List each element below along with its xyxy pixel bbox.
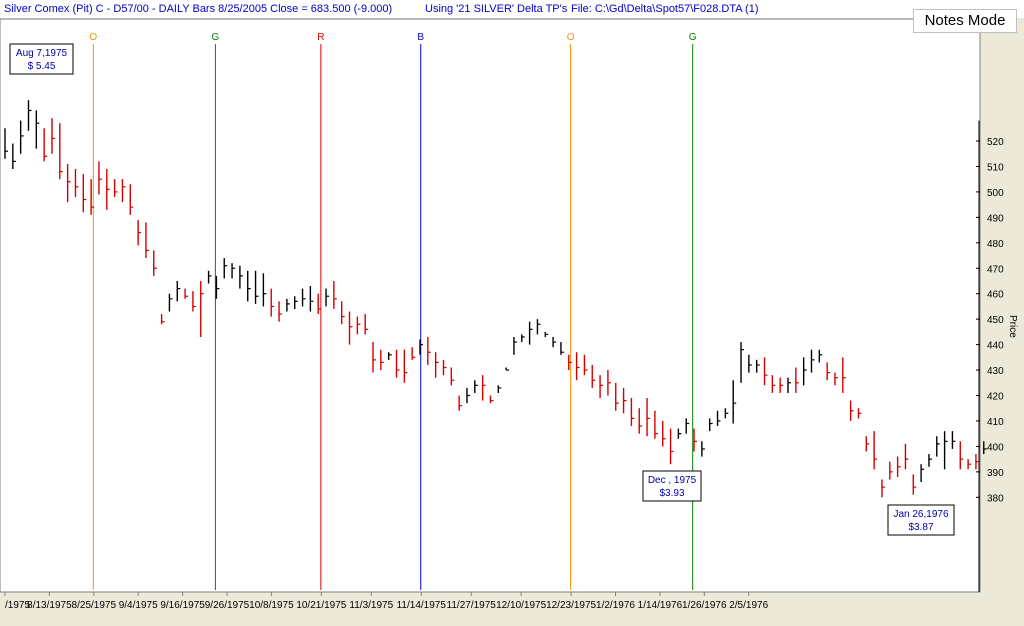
y-tick-label: 450 — [987, 315, 1004, 326]
notes-mode-button[interactable]: Notes Mode — [913, 9, 1017, 33]
y-tick-label: 460 — [987, 290, 1004, 301]
x-tick-label: 9/16/1975 — [160, 600, 205, 611]
turning-point-label: O — [89, 32, 97, 43]
x-tick-label: 10/21/1975 — [296, 600, 346, 611]
annotation-date: Jan 26,1976 — [893, 509, 948, 520]
turning-point-source: Using '21 SILVER' Delta TP's — [425, 3, 568, 15]
x-tick-label: 11/14/1975 — [397, 600, 447, 611]
annotation-date: Aug 7,1975 — [16, 48, 68, 59]
x-tick-label: 1/2/1976 — [596, 600, 635, 611]
price-chart: 380 390 400 410 420 430 440 450 460 470 480 490 500 5… — [0, 18, 1018, 611]
title-bar: Silver Comex (Pit) C - D57/00 - DAILY Ba… — [0, 0, 1024, 18]
y-tick-label: 440 — [987, 341, 1004, 352]
y-axis-label: Price — [1007, 315, 1018, 338]
x-tick-label: 11/3/1975 — [349, 600, 393, 611]
y-tick-label: 510 — [987, 162, 1004, 173]
x-tick-label: 8/13/1975 — [27, 600, 72, 611]
y-tick-label: 480 — [987, 239, 1004, 250]
y-tick-label: 390 — [987, 468, 1004, 479]
annotation-price: $3.93 — [659, 488, 684, 499]
annotation-price: $3.87 — [908, 522, 933, 533]
price-annotation-box — [642, 470, 702, 502]
y-tick-label: 500 — [987, 188, 1004, 199]
y-tick-label: 380 — [987, 493, 1004, 504]
x-tick-label: 12/23/1975 — [546, 600, 596, 611]
y-tick-label: 430 — [987, 366, 1004, 377]
x-tick-label: 11/27/1975 — [447, 600, 497, 611]
y-tick-label: 420 — [987, 392, 1004, 403]
chart-title: Silver Comex (Pit) C - D57/00 - DAILY Ba… — [4, 3, 393, 15]
turning-point-label: O — [567, 32, 575, 43]
y-tick-label: 400 — [987, 442, 1004, 453]
x-tick-label: /1975 — [5, 600, 30, 611]
x-tick-label: 9/4/1975 — [119, 600, 158, 611]
turning-point-label: R — [317, 32, 324, 43]
y-tick-label: 410 — [987, 417, 1004, 428]
x-tick-label: 8/25/1975 — [72, 600, 117, 611]
x-tick-label: 10/8/1975 — [249, 600, 294, 611]
annotation-price: $ 5.45 — [28, 61, 56, 72]
x-tick-label: 12/10/1975 — [496, 600, 546, 611]
y-tick-label: 490 — [987, 213, 1004, 224]
price-annotation-box — [887, 504, 955, 536]
turning-point-label: G — [212, 32, 220, 43]
y-tick-label: 470 — [987, 264, 1004, 275]
annotation-date: Dec , 1975 — [648, 475, 697, 486]
turning-point-label: G — [689, 32, 697, 43]
data-file-path: File: C:\Gd\Delta\Spot57\F028.DTA (1) — [571, 3, 759, 15]
x-tick-label: 1/14/1976 — [638, 600, 683, 611]
x-tick-label: 9/26/1975 — [205, 600, 250, 611]
price-annotation-box — [9, 43, 74, 75]
y-tick-label: 520 — [987, 137, 1004, 148]
x-tick-label: 1/26/1976 — [682, 600, 727, 611]
plot-area — [0, 18, 981, 593]
x-tick-label: 2/5/1976 — [729, 600, 768, 611]
turning-point-label: B — [417, 32, 424, 43]
